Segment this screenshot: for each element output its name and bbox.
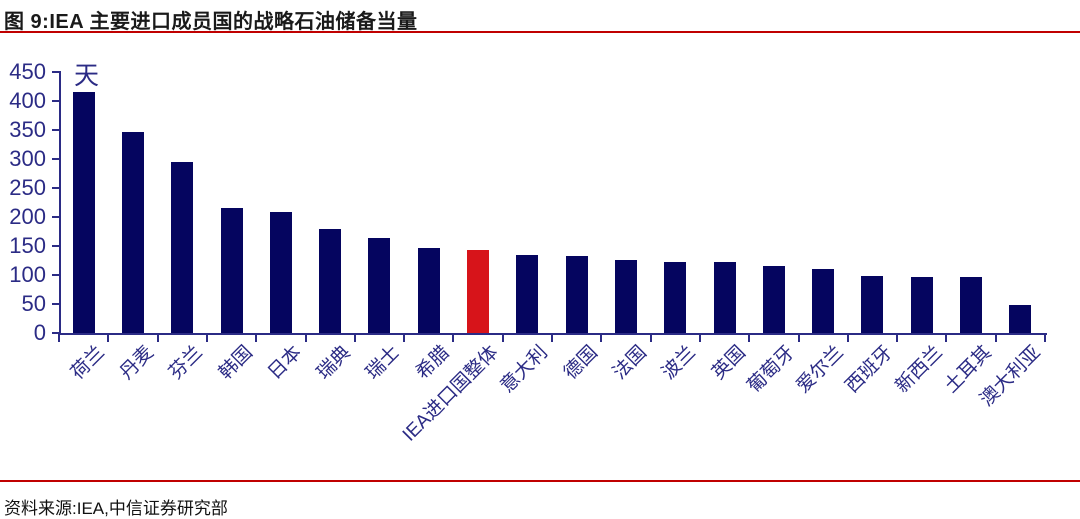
bar-0 (72, 92, 95, 333)
title-underline-rule (0, 31, 1080, 33)
x-axis-tick (501, 333, 504, 342)
x-axis-tick (452, 333, 455, 342)
y-axis-tick-label: 200 (9, 204, 46, 229)
y-axis-tick-label: 350 (9, 117, 46, 142)
bar-19 (1009, 305, 1032, 333)
x-axis-label-3: 韩国 (214, 342, 257, 384)
x-axis-tick (846, 333, 849, 342)
y-axis-line (59, 71, 61, 335)
x-axis-tick (255, 333, 258, 342)
y-axis-tick (52, 245, 59, 247)
x-axis-label-17: 新西兰 (891, 342, 947, 398)
bar-5 (319, 229, 342, 333)
x-axis-tick (945, 333, 948, 342)
x-axis-label-7: 希腊 (411, 342, 454, 384)
y-axis-tick-label: 400 (9, 88, 46, 113)
y-axis-tick-label: 100 (9, 262, 46, 287)
y-axis-tick (52, 216, 59, 218)
x-axis-label-14: 葡萄牙 (743, 342, 799, 398)
bar-1 (121, 132, 144, 333)
x-axis-label-1: 丹麦 (116, 342, 158, 384)
bar-7 (417, 248, 440, 333)
bar-16 (861, 276, 884, 333)
x-axis-tick (748, 333, 751, 342)
bar-14 (762, 266, 785, 333)
y-axis-tick (52, 158, 59, 160)
bar-4 (269, 212, 292, 333)
y-axis-unit-label: 天 (74, 62, 100, 90)
x-axis-label-13: 英国 (707, 342, 750, 384)
x-axis-label-9: 意大利 (497, 342, 553, 398)
figure-title: 图 9:IEA 主要进口成员国的战略石油储备当量 (4, 11, 418, 33)
bar-6 (368, 238, 391, 333)
x-axis-tick (994, 333, 997, 342)
y-axis-tick-label: 50 (21, 291, 46, 316)
x-axis-tick (551, 333, 553, 342)
bar-9 (516, 255, 539, 333)
bar-12 (664, 262, 687, 333)
x-axis-label-5: 瑞典 (313, 342, 356, 384)
x-axis-label-0: 荷兰 (66, 342, 109, 384)
x-axis-tick (304, 333, 307, 342)
bar-10 (565, 256, 588, 333)
y-axis-tick (52, 274, 59, 276)
x-axis-tick (107, 333, 110, 342)
x-axis-tick (649, 333, 652, 342)
x-axis-tick (698, 333, 701, 342)
bar-15 (812, 269, 835, 333)
bar-11 (614, 260, 637, 333)
y-axis-tick-label: 250 (9, 175, 46, 200)
x-axis-tick (205, 333, 208, 342)
x-axis-label-10: 德国 (559, 342, 602, 384)
y-axis-tick-label: 0 (33, 320, 46, 345)
footer-rule (0, 480, 1080, 482)
x-axis-label-6: 瑞士 (362, 342, 405, 384)
x-axis-tick (156, 333, 159, 342)
x-axis-tick (403, 333, 406, 342)
x-axis-label-4: 日本 (263, 342, 306, 384)
bar-18 (960, 277, 983, 333)
x-axis-tick (1044, 333, 1046, 342)
x-axis-tick (600, 333, 603, 342)
x-axis-tick (896, 333, 899, 342)
bar-8 (467, 250, 490, 333)
y-axis-tick-label: 150 (9, 233, 46, 258)
x-axis-tick (58, 333, 60, 342)
y-axis-tick-label: 300 (9, 146, 46, 171)
source-note: 资料来源:IEA,中信证券研究部 (4, 499, 228, 518)
y-axis-tick (52, 71, 59, 73)
y-axis-tick-label: 450 (9, 59, 46, 84)
bar-13 (713, 262, 736, 333)
x-axis-label-12: 波兰 (658, 342, 701, 384)
bar-2 (171, 162, 194, 333)
bar-17 (910, 277, 933, 333)
y-axis-tick (52, 332, 59, 334)
bar-3 (220, 208, 243, 333)
x-axis-line (59, 333, 1047, 335)
x-axis-tick (353, 333, 356, 342)
y-axis-tick (52, 187, 59, 189)
x-axis-label-16: 西班牙 (842, 342, 898, 398)
x-axis-tick (797, 333, 800, 342)
y-axis-tick (52, 303, 59, 305)
y-axis-tick (52, 129, 59, 131)
y-axis-tick (52, 100, 59, 102)
x-axis-label-15: 爱尔兰 (792, 342, 849, 398)
x-axis-label-11: 法国 (609, 342, 651, 384)
x-axis-label-2: 芬兰 (165, 342, 208, 384)
